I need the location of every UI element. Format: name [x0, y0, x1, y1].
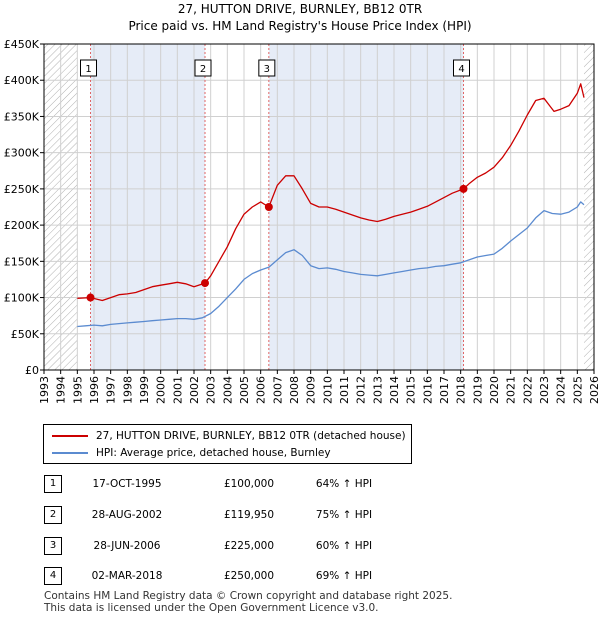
x-tick-label: 2024	[555, 376, 568, 404]
legend-label-property: 27, HUTTON DRIVE, BURNLEY, BB12 0TR (det…	[96, 430, 406, 442]
x-tick-label: 2006	[255, 376, 268, 404]
x-tick-label: 2011	[338, 376, 351, 404]
y-tick-label: £0	[25, 364, 39, 377]
sale-date: 28-AUG-2002	[91, 509, 163, 521]
sale-point	[86, 293, 95, 302]
footer-copyright: Contains HM Land Registry data © Crown c…	[44, 590, 453, 602]
sale-date: 02-MAR-2018	[91, 570, 163, 582]
x-tick-label: 2005	[238, 376, 251, 404]
sale-number-badge: 4	[44, 567, 62, 585]
no-data-hatch-region	[584, 44, 594, 370]
x-tick-label: 1999	[138, 376, 151, 404]
x-tick-label: 2008	[288, 376, 301, 404]
ownership-shaded-region	[90, 44, 205, 370]
sale-number-box	[258, 59, 276, 77]
x-tick-label: 1996	[88, 376, 101, 404]
sale-price: £100,000	[223, 478, 275, 490]
x-tick-label: 1995	[71, 376, 84, 404]
x-tick-label: 2025	[571, 376, 584, 404]
sale-number-label: 1	[85, 64, 91, 75]
x-tick-label: 2020	[488, 376, 501, 404]
x-tick-label: 2003	[205, 376, 218, 404]
sale-date: 17-OCT-1995	[92, 478, 162, 490]
chart-title: 27, HUTTON DRIVE, BURNLEY, BB12 0TR	[177, 2, 423, 16]
sale-number-box	[453, 59, 470, 77]
x-tick-label: 1994	[55, 376, 68, 404]
ownership-shaded-region	[268, 44, 464, 370]
legend-line-property	[52, 435, 88, 437]
x-tick-label: 2000	[155, 376, 168, 404]
legend-line-hpi	[52, 452, 88, 454]
x-tick-label: 2014	[388, 376, 401, 404]
x-tick-label: 2021	[505, 376, 518, 404]
plot-frame	[43, 43, 595, 371]
x-tick-label: 1993	[38, 376, 51, 404]
sale-hpi-change: 69% ↑ HPI	[315, 570, 373, 582]
sale-price: £119,950	[223, 509, 275, 521]
x-tick-label: 2012	[355, 376, 368, 404]
x-tick-label: 2002	[188, 376, 201, 404]
sale-price: £250,000	[223, 570, 275, 582]
sale-hpi-change: 60% ↑ HPI	[315, 540, 373, 552]
y-tick-label: £100K	[4, 292, 40, 305]
x-tick-label: 1997	[105, 376, 118, 404]
x-tick-label: 2022	[521, 376, 534, 404]
y-tick-label: £250K	[4, 183, 40, 196]
chart-subtitle: Price paid vs. HM Land Registry's House …	[128, 19, 472, 33]
price-chart: 1 2 3 4 £0 £50K £100K £150K £200K £250K £300K £350…	[4, 38, 600, 404]
sale-date: 28-JUN-2006	[93, 540, 161, 552]
x-tick-label: 2015	[405, 376, 418, 404]
y-tick-label: £450K	[4, 38, 40, 51]
sale-number-box	[194, 59, 212, 77]
x-tick-label: 2016	[421, 376, 434, 404]
sale-number-label: 2	[200, 64, 206, 75]
sale-number-box	[80, 59, 97, 77]
x-tick-label: 2007	[271, 376, 284, 404]
hpi-line	[77, 201, 585, 328]
y-tick-label: £200K	[4, 219, 40, 232]
x-tick-label: 2026	[588, 376, 600, 404]
sale-number-label: 3	[264, 64, 270, 75]
x-tick-label: 2018	[455, 376, 468, 404]
sale-point	[201, 279, 209, 288]
y-tick-label: £350K	[4, 110, 40, 123]
x-tick-label: 2010	[321, 376, 334, 404]
sale-hpi-change: 64% ↑ HPI	[315, 478, 373, 490]
x-tick-label: 2023	[538, 376, 551, 404]
sale-number-badge: 3	[44, 537, 62, 555]
sale-number-label: 4	[458, 64, 464, 75]
legend-label-hpi: HPI: Average price, detached house, Burn…	[96, 447, 331, 459]
chart-legend: 27, HUTTON DRIVE, BURNLEY, BB12 0TR (det…	[43, 424, 412, 464]
x-tick-label: 2019	[471, 376, 484, 404]
sale-number-badge: 1	[44, 475, 62, 493]
x-tick-label: 2017	[438, 376, 451, 404]
y-tick-label: £50K	[11, 328, 40, 341]
x-tick-label: 2001	[171, 376, 184, 404]
sale-hpi-change: 75% ↑ HPI	[315, 509, 373, 521]
y-tick-label: £400K	[4, 74, 40, 87]
sale-number-badge: 2	[44, 506, 62, 524]
y-tick-label: £150K	[4, 255, 40, 268]
footer-licence: This data is licensed under the Open Gov…	[44, 602, 379, 614]
x-tick-label: 2009	[305, 376, 318, 404]
x-tick-label: 1998	[121, 376, 134, 404]
sale-point	[264, 203, 273, 211]
y-tick-label: £300K	[4, 147, 40, 160]
property-price-line	[77, 83, 585, 302]
sale-price: £225,000	[223, 540, 275, 552]
x-tick-label: 2013	[371, 376, 384, 404]
sale-point	[459, 184, 468, 193]
x-tick-label: 2004	[221, 376, 234, 404]
